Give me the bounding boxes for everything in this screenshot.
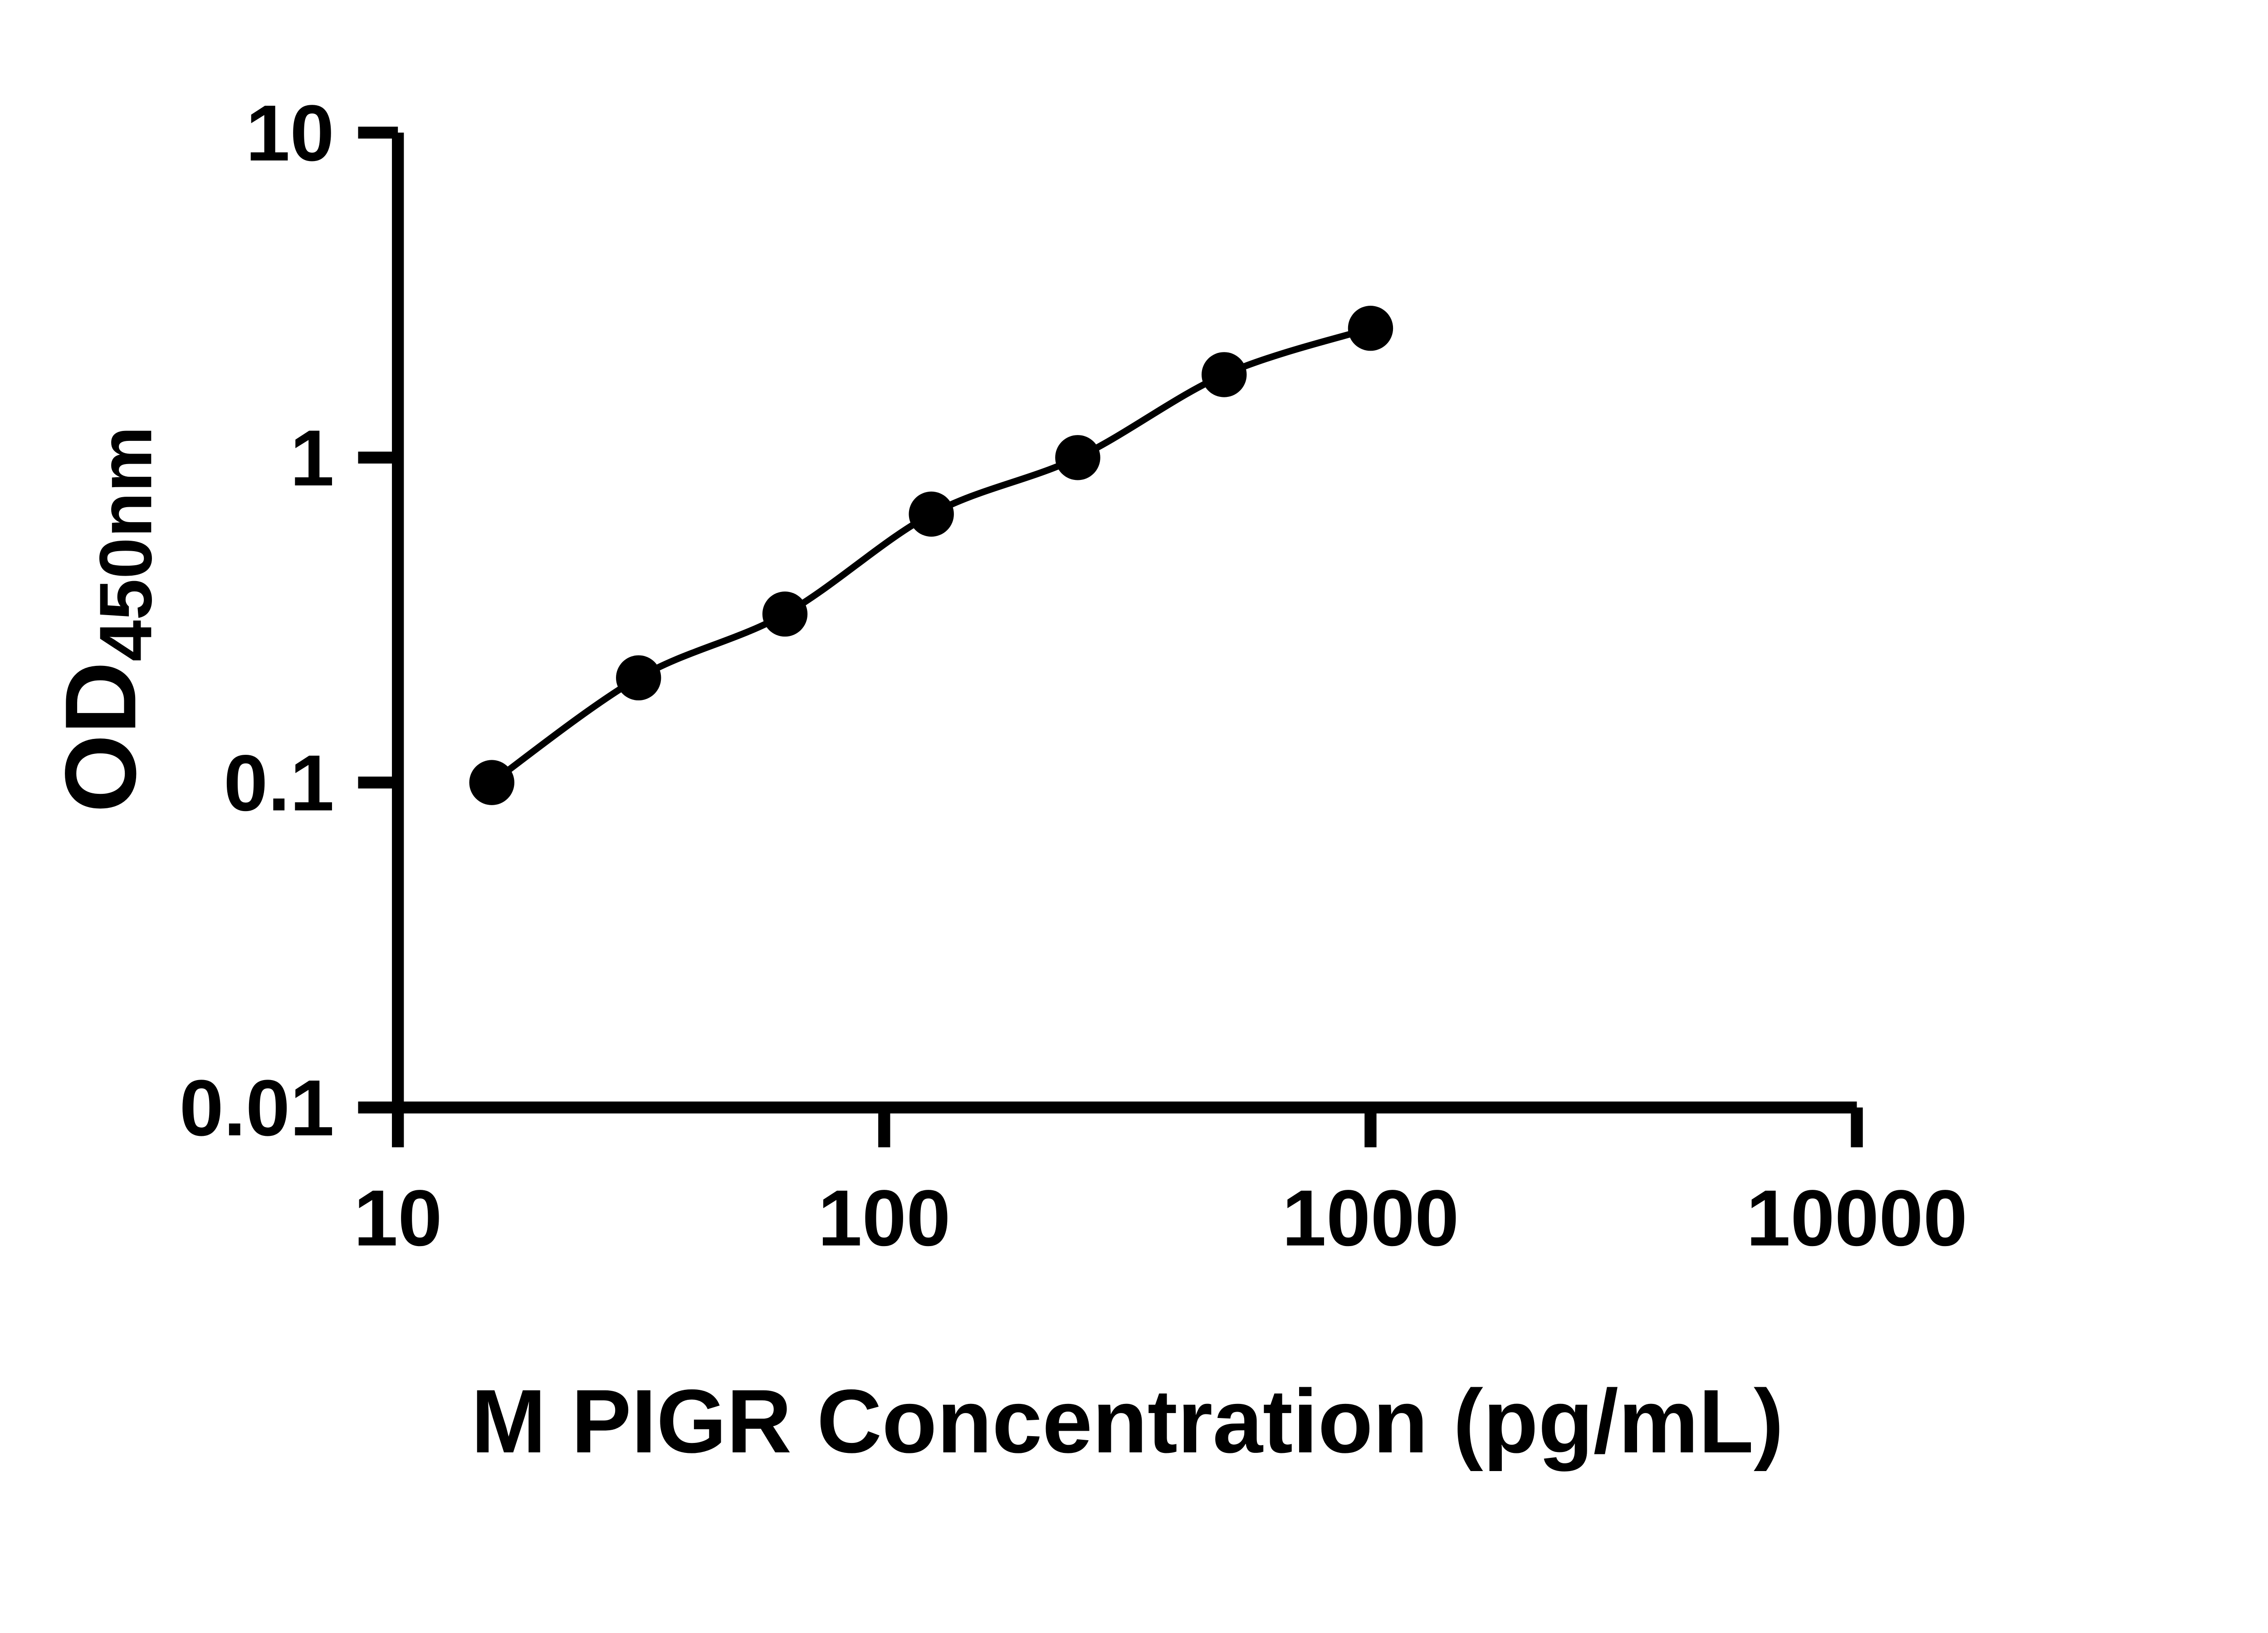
x-axis-title: M PIGR Concentration (pg/mL) bbox=[471, 1371, 1784, 1472]
y-tick-label: 10 bbox=[246, 89, 334, 178]
y-axis-title: OD450nm bbox=[44, 426, 167, 812]
elisa-standard-curve-figure: 10 100 1000 10000 0.01 0.1 1 10 M PIGR Concentr… bbox=[44, 88, 1968, 1472]
y-tick-label: 0.1 bbox=[224, 739, 334, 828]
chart-canvas: 10 100 1000 10000 0.01 0.1 1 10 M PIGR Concentr… bbox=[44, 88, 1968, 1472]
axes-layer: 10 100 1000 10000 0.01 0.1 1 10 bbox=[179, 89, 1967, 1263]
data-point-marker bbox=[469, 760, 514, 805]
data-point-marker bbox=[1055, 435, 1100, 480]
data-point-marker bbox=[762, 591, 808, 637]
y-axis-title-sub: 450nm bbox=[84, 426, 167, 661]
y-tick-label: 0.01 bbox=[179, 1064, 334, 1153]
x-tick-label: 10 bbox=[354, 1174, 442, 1263]
data-point-marker bbox=[1348, 305, 1393, 351]
series-layer bbox=[469, 305, 1393, 805]
data-point-marker bbox=[1201, 352, 1247, 397]
data-point-marker bbox=[909, 491, 954, 537]
x-tick-label: 100 bbox=[818, 1174, 951, 1263]
y-tick-label: 1 bbox=[290, 414, 334, 503]
y-axis-title-main: OD bbox=[44, 661, 157, 812]
x-tick-label: 1000 bbox=[1282, 1174, 1459, 1263]
axis-frame bbox=[392, 132, 1857, 1114]
standard-curve-line bbox=[490, 325, 1372, 786]
x-tick-label: 10000 bbox=[1746, 1174, 1968, 1263]
data-point-marker bbox=[616, 655, 661, 701]
